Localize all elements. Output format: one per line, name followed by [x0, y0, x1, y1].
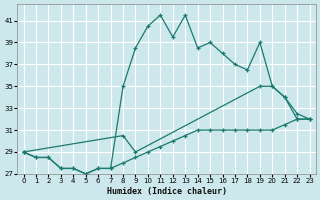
X-axis label: Humidex (Indice chaleur): Humidex (Indice chaleur)	[107, 187, 227, 196]
